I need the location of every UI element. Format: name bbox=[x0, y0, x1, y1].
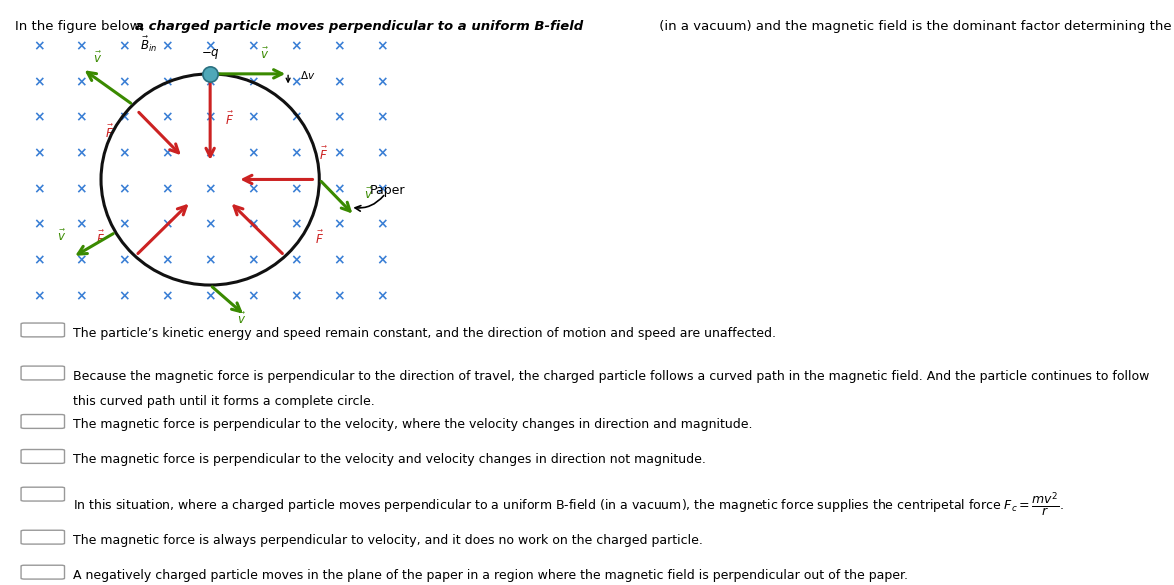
Text: ×: × bbox=[290, 182, 302, 196]
Text: ×: × bbox=[75, 75, 87, 89]
Text: ×: × bbox=[33, 111, 45, 125]
Text: ×: × bbox=[33, 218, 45, 232]
Text: ×: × bbox=[204, 146, 216, 160]
Text: ×: × bbox=[333, 111, 345, 125]
Text: ×: × bbox=[119, 111, 130, 125]
Text: ×: × bbox=[333, 39, 345, 53]
Text: ×: × bbox=[248, 75, 258, 89]
Text: $\Delta v$: $\Delta v$ bbox=[299, 69, 315, 81]
Text: $\vec{v}$: $\vec{v}$ bbox=[56, 229, 66, 243]
Text: ×: × bbox=[119, 182, 130, 196]
Text: ×: × bbox=[376, 289, 387, 303]
Text: ×: × bbox=[333, 289, 345, 303]
Text: ×: × bbox=[33, 39, 45, 53]
Text: $-q$: $-q$ bbox=[201, 47, 220, 61]
Text: ×: × bbox=[162, 111, 173, 125]
Text: In the figure below,: In the figure below, bbox=[15, 20, 149, 33]
Text: ×: × bbox=[33, 75, 45, 89]
Text: ×: × bbox=[75, 253, 87, 267]
Text: this curved path until it forms a complete circle.: this curved path until it forms a comple… bbox=[73, 395, 375, 408]
Text: ×: × bbox=[119, 289, 130, 303]
Text: ×: × bbox=[33, 182, 45, 196]
Text: A negatively charged particle moves in the plane of the paper in a region where : A negatively charged particle moves in t… bbox=[73, 569, 909, 582]
Text: ×: × bbox=[290, 39, 302, 53]
Text: $\vec{v}$: $\vec{v}$ bbox=[261, 47, 269, 61]
Text: ×: × bbox=[290, 218, 302, 232]
Text: ×: × bbox=[204, 75, 216, 89]
Text: $\vec{F}$: $\vec{F}$ bbox=[225, 111, 234, 128]
Text: ×: × bbox=[204, 218, 216, 232]
Text: ×: × bbox=[376, 111, 387, 125]
Text: ×: × bbox=[75, 289, 87, 303]
Text: $\vec{F}$: $\vec{F}$ bbox=[318, 146, 328, 163]
Text: ×: × bbox=[290, 146, 302, 160]
Text: ×: × bbox=[290, 111, 302, 125]
Text: In this situation, where a charged particle moves perpendicular to a uniform B-f: In this situation, where a charged parti… bbox=[73, 491, 1064, 519]
Text: ×: × bbox=[248, 253, 258, 267]
Text: ×: × bbox=[33, 289, 45, 303]
Text: (in a vacuum) and the magnetic field is the dominant factor determining the moti: (in a vacuum) and the magnetic field is … bbox=[655, 20, 1174, 33]
Text: ×: × bbox=[75, 218, 87, 232]
Text: ×: × bbox=[204, 182, 216, 196]
Text: ×: × bbox=[290, 289, 302, 303]
Text: ×: × bbox=[376, 146, 387, 160]
Text: ×: × bbox=[162, 39, 173, 53]
Text: ×: × bbox=[119, 218, 130, 232]
Text: ×: × bbox=[333, 146, 345, 160]
Text: ×: × bbox=[248, 111, 258, 125]
Text: ×: × bbox=[376, 182, 387, 196]
Text: ×: × bbox=[290, 75, 302, 89]
Text: ×: × bbox=[119, 75, 130, 89]
Text: The magnetic force is perpendicular to the velocity, where the velocity changes : The magnetic force is perpendicular to t… bbox=[73, 418, 753, 431]
Text: ×: × bbox=[75, 39, 87, 53]
Text: ×: × bbox=[376, 75, 387, 89]
Text: $\vec{v}$: $\vec{v}$ bbox=[237, 312, 245, 327]
Text: ×: × bbox=[248, 182, 258, 196]
Text: ×: × bbox=[376, 39, 387, 53]
Text: ×: × bbox=[119, 253, 130, 267]
Text: ×: × bbox=[204, 253, 216, 267]
Text: The particle’s kinetic energy and speed remain constant, and the direction of mo: The particle’s kinetic energy and speed … bbox=[73, 326, 776, 340]
Text: ×: × bbox=[75, 111, 87, 125]
Text: ×: × bbox=[333, 253, 345, 267]
Text: a charged particle moves perpendicular to a uniform B-field: a charged particle moves perpendicular t… bbox=[135, 20, 583, 33]
Text: ×: × bbox=[119, 39, 130, 53]
Text: ×: × bbox=[204, 111, 216, 125]
Text: ×: × bbox=[248, 218, 258, 232]
Text: ×: × bbox=[248, 39, 258, 53]
Text: Because the magnetic force is perpendicular to the direction of travel, the char: Because the magnetic force is perpendicu… bbox=[73, 370, 1149, 383]
Text: ×: × bbox=[75, 182, 87, 196]
Text: ×: × bbox=[333, 75, 345, 89]
Text: ×: × bbox=[162, 218, 173, 232]
Text: ×: × bbox=[248, 289, 258, 303]
Text: ×: × bbox=[376, 218, 387, 232]
Text: ×: × bbox=[290, 253, 302, 267]
Text: ×: × bbox=[162, 289, 173, 303]
Text: ×: × bbox=[204, 289, 216, 303]
Text: ×: × bbox=[162, 75, 173, 89]
Text: $\vec{v}$: $\vec{v}$ bbox=[94, 51, 102, 66]
Text: ×: × bbox=[75, 146, 87, 160]
Text: $\vec{F}$: $\vec{F}$ bbox=[96, 230, 106, 247]
Text: ×: × bbox=[33, 146, 45, 160]
Text: $\vec{F}$: $\vec{F}$ bbox=[315, 230, 324, 247]
Text: $\vec{v}$: $\vec{v}$ bbox=[364, 187, 373, 202]
Text: ×: × bbox=[333, 182, 345, 196]
Text: ×: × bbox=[248, 146, 258, 160]
Text: Paper: Paper bbox=[370, 184, 405, 197]
Text: ×: × bbox=[204, 39, 216, 53]
Text: $\vec{B}_{in}$: $\vec{B}_{in}$ bbox=[140, 35, 157, 54]
Text: ×: × bbox=[162, 146, 173, 160]
Text: The magnetic force is always perpendicular to velocity, and it does no work on t: The magnetic force is always perpendicul… bbox=[73, 534, 703, 547]
Text: The magnetic force is perpendicular to the velocity and velocity changes in dire: The magnetic force is perpendicular to t… bbox=[73, 453, 706, 466]
Text: ×: × bbox=[162, 182, 173, 196]
Text: ×: × bbox=[162, 253, 173, 267]
Text: $\vec{F}$: $\vec{F}$ bbox=[106, 124, 114, 141]
Text: ×: × bbox=[376, 253, 387, 267]
Text: ×: × bbox=[33, 253, 45, 267]
Text: ×: × bbox=[333, 218, 345, 232]
Text: ×: × bbox=[119, 146, 130, 160]
